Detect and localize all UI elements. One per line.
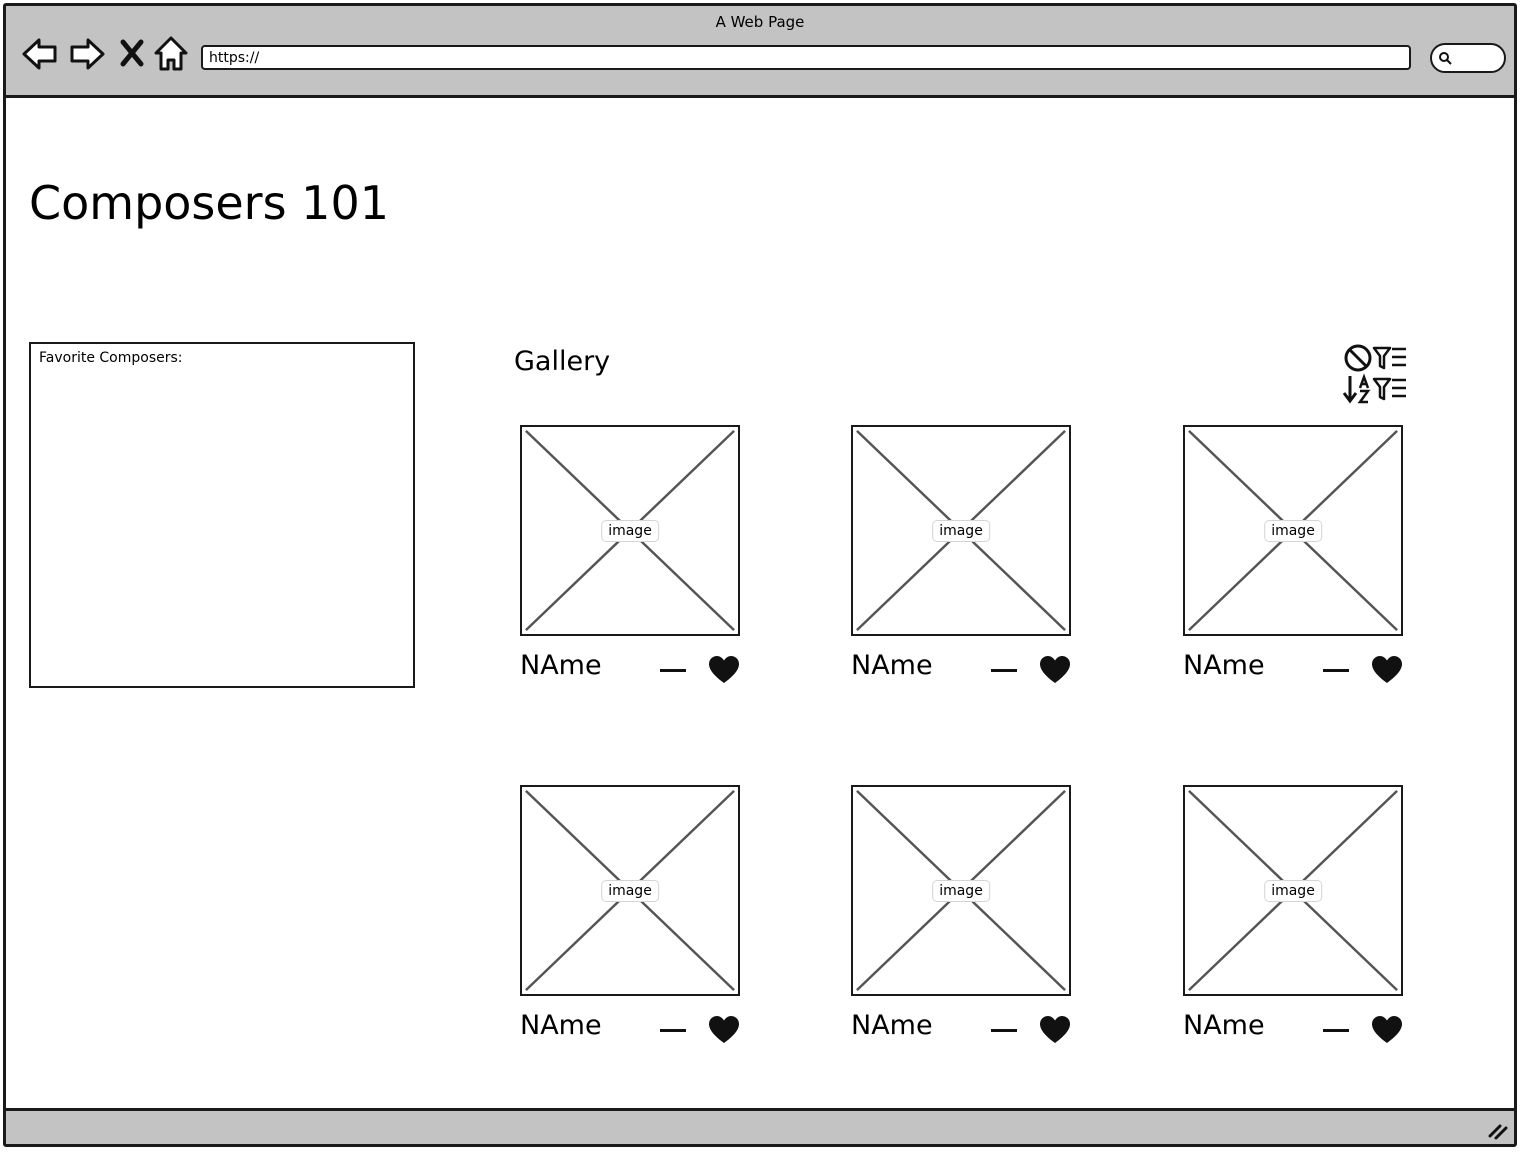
gallery-card[interactable]: image NAme: [520, 425, 742, 695]
minus-icon[interactable]: [1323, 669, 1349, 672]
minus-icon[interactable]: [660, 1029, 686, 1032]
sort-filter-icon[interactable]: [1342, 373, 1406, 404]
back-arrow-icon[interactable]: [21, 34, 59, 74]
browser-statusbar: [6, 1108, 1514, 1144]
home-icon[interactable]: [152, 34, 190, 74]
gallery-card[interactable]: image NAme: [851, 785, 1073, 1055]
page-title: Composers 101: [29, 176, 389, 230]
image-placeholder-label: image: [932, 879, 990, 902]
url-text: https://: [209, 50, 260, 66]
favorite-composers-label: Favorite Composers:: [39, 350, 183, 366]
image-placeholder-label: image: [932, 519, 990, 542]
composer-name: NAme: [1183, 1010, 1265, 1041]
window-title: A Web Page: [715, 13, 805, 31]
image-placeholder-label: image: [1264, 519, 1322, 542]
minus-icon[interactable]: [991, 669, 1017, 672]
composer-image-placeholder[interactable]: image: [851, 785, 1071, 996]
minus-icon[interactable]: [660, 669, 686, 672]
url-input[interactable]: https://: [201, 45, 1411, 70]
composer-name: NAme: [520, 1010, 602, 1041]
composer-image-placeholder[interactable]: image: [520, 785, 740, 996]
browser-titlebar: A Web Page https://: [6, 6, 1514, 98]
minus-icon[interactable]: [1323, 1029, 1349, 1032]
forward-arrow-icon[interactable]: [68, 34, 106, 74]
composer-name: NAme: [1183, 650, 1265, 681]
minus-icon[interactable]: [991, 1029, 1017, 1032]
heart-icon[interactable]: [1371, 1015, 1403, 1045]
composer-image-placeholder[interactable]: image: [851, 425, 1071, 636]
heart-icon[interactable]: [1039, 1015, 1071, 1045]
search-button[interactable]: [1430, 43, 1506, 73]
gallery-card[interactable]: image NAme: [1183, 785, 1405, 1055]
composer-image-placeholder[interactable]: image: [1183, 425, 1403, 636]
composer-name: NAme: [851, 650, 933, 681]
image-placeholder-label: image: [1264, 879, 1322, 902]
gallery-card[interactable]: image NAme: [851, 425, 1073, 695]
composer-name: NAme: [851, 1010, 933, 1041]
heart-icon[interactable]: [708, 1015, 740, 1045]
image-placeholder-label: image: [601, 879, 659, 902]
clear-filter-icon[interactable]: [1344, 344, 1406, 372]
heart-icon[interactable]: [708, 655, 740, 685]
composer-image-placeholder[interactable]: image: [520, 425, 740, 636]
gallery-card[interactable]: image NAme: [1183, 425, 1405, 695]
resize-grip-icon[interactable]: [1486, 1118, 1508, 1140]
browser-window: A Web Page https:// Composers 101 Favori…: [3, 3, 1517, 1147]
heart-icon[interactable]: [1371, 655, 1403, 685]
gallery-title: Gallery: [514, 346, 611, 377]
composer-image-placeholder[interactable]: image: [1183, 785, 1403, 996]
image-placeholder-label: image: [601, 519, 659, 542]
close-icon[interactable]: [117, 34, 147, 74]
gallery-tools: [1340, 340, 1406, 406]
search-icon: [1439, 52, 1452, 65]
favorite-composers-panel: Favorite Composers:: [29, 342, 415, 688]
gallery-card[interactable]: image NAme: [520, 785, 742, 1055]
heart-icon[interactable]: [1039, 655, 1071, 685]
composer-name: NAme: [520, 650, 602, 681]
